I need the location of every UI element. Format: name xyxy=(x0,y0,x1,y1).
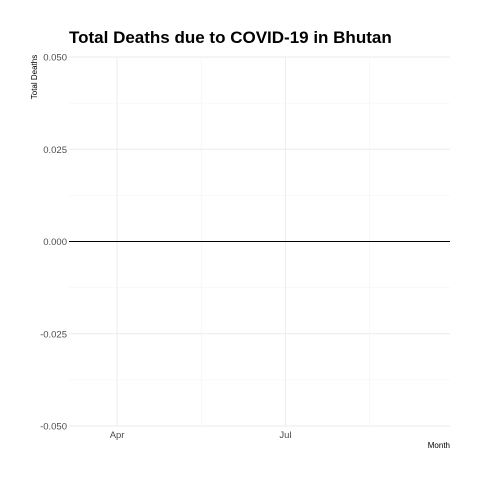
y-tick-label: 0.000 xyxy=(43,237,67,248)
x-axis-ticks: Apr Jul xyxy=(110,430,292,441)
y-tick-label: 0.025 xyxy=(43,145,67,156)
x-tick-label: Apr xyxy=(110,430,125,441)
y-axis-title: Total Deaths xyxy=(30,55,39,99)
x-axis-title: Month xyxy=(428,441,450,450)
y-tick-label: -0.025 xyxy=(40,329,67,340)
y-tick-label: -0.050 xyxy=(40,422,67,433)
y-axis-ticks: -0.050 -0.025 0.000 0.025 0.050 xyxy=(40,53,67,433)
y-tick-label: 0.050 xyxy=(43,53,67,64)
chart-title: Total Deaths due to COVID-19 in Bhutan xyxy=(69,28,392,47)
x-tick-label: Jul xyxy=(279,430,291,441)
